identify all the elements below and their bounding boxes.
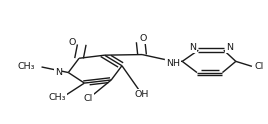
Text: O: O	[68, 38, 76, 47]
Text: N: N	[189, 43, 196, 52]
Text: OH: OH	[135, 90, 149, 99]
Text: N: N	[226, 43, 233, 52]
Text: Cl: Cl	[255, 62, 264, 71]
Text: N: N	[55, 68, 62, 77]
Text: CH₃: CH₃	[17, 62, 35, 71]
Text: NH: NH	[166, 59, 180, 68]
Text: CH₃: CH₃	[49, 93, 66, 102]
Text: Cl: Cl	[84, 94, 93, 103]
Text: O: O	[140, 34, 147, 43]
